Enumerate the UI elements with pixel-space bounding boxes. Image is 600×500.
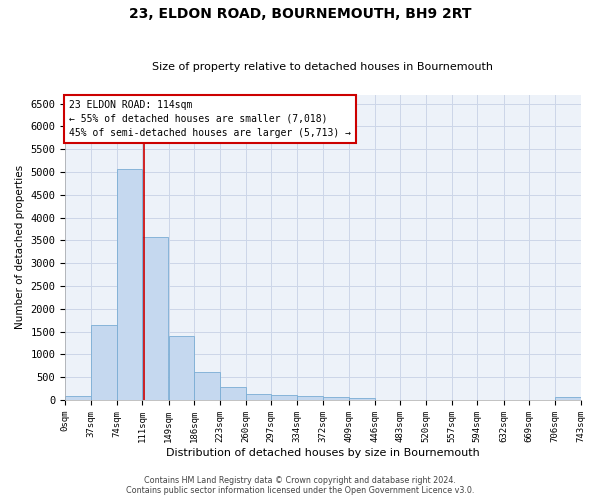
Bar [555, 397, 581, 400]
Bar [91, 325, 116, 400]
Bar [220, 387, 245, 400]
Bar [349, 398, 374, 400]
X-axis label: Distribution of detached houses by size in Bournemouth: Distribution of detached houses by size … [166, 448, 480, 458]
Bar [323, 397, 349, 400]
Bar [194, 372, 220, 400]
Text: 23 ELDON ROAD: 114sqm
← 55% of detached houses are smaller (7,018)
45% of semi-d: 23 ELDON ROAD: 114sqm ← 55% of detached … [69, 100, 351, 138]
Bar [169, 336, 194, 400]
Text: 23, ELDON ROAD, BOURNEMOUTH, BH9 2RT: 23, ELDON ROAD, BOURNEMOUTH, BH9 2RT [129, 8, 471, 22]
Bar [271, 395, 297, 400]
Bar [297, 396, 323, 400]
Title: Size of property relative to detached houses in Bournemouth: Size of property relative to detached ho… [152, 62, 493, 72]
Bar [142, 237, 168, 400]
Text: Contains HM Land Registry data © Crown copyright and database right 2024.
Contai: Contains HM Land Registry data © Crown c… [126, 476, 474, 495]
Y-axis label: Number of detached properties: Number of detached properties [15, 165, 25, 330]
Bar [65, 396, 91, 400]
Bar [116, 169, 142, 400]
Bar [245, 394, 271, 400]
